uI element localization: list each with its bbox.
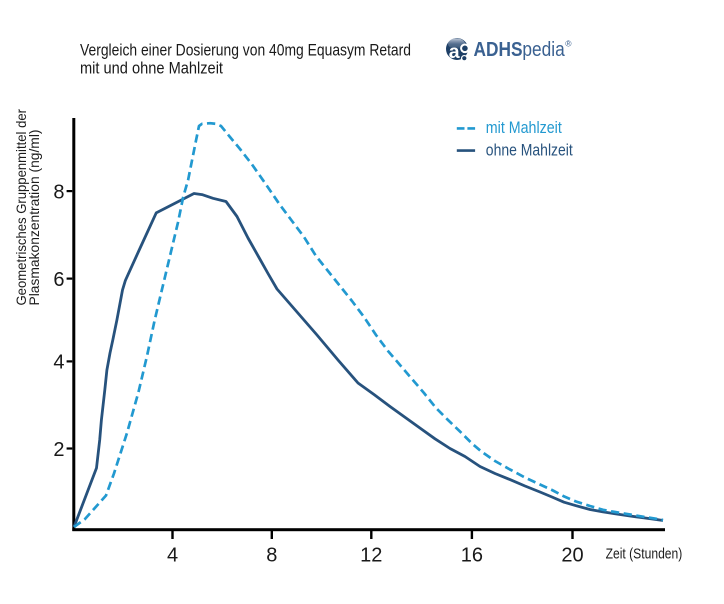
svg-text:6: 6 (53, 269, 64, 291)
svg-text:a: a (449, 41, 460, 63)
svg-text:mit und ohne Mahlzeit: mit und ohne Mahlzeit (80, 59, 223, 78)
svg-text:ADHS: ADHS (474, 39, 523, 61)
svg-text:ohne Mahlzeit: ohne Mahlzeit (486, 140, 573, 159)
svg-text:4: 4 (53, 352, 64, 374)
svg-text:Zeit (Stunden): Zeit (Stunden) (606, 547, 683, 563)
svg-text:Geometrisches Gruppenmittel de: Geometrisches Gruppenmittel der (13, 109, 29, 306)
svg-text:16: 16 (461, 545, 483, 567)
svg-text:20: 20 (561, 545, 583, 567)
svg-text:12: 12 (360, 545, 382, 567)
svg-text:Vergleich einer Dosierung von: Vergleich einer Dosierung von 40mg Equas… (80, 41, 411, 60)
svg-text:®: ® (565, 39, 572, 49)
svg-text:8: 8 (266, 545, 277, 567)
svg-text:Plasmakonzentration (ng/ml): Plasmakonzentration (ng/ml) (26, 130, 42, 306)
svg-text:pedia: pedia (522, 39, 565, 61)
svg-text:mit Mahlzeit: mit Mahlzeit (486, 118, 562, 137)
svg-text:2: 2 (53, 439, 64, 461)
svg-text:4: 4 (167, 545, 178, 567)
svg-text:8: 8 (53, 181, 64, 203)
